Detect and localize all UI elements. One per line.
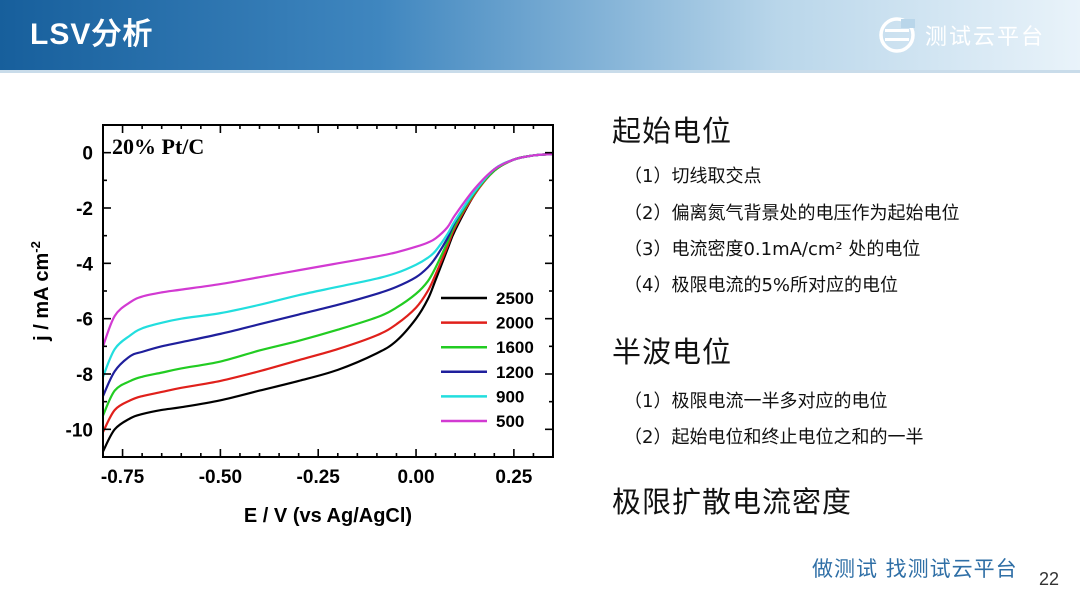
- x-tick-label: -0.75: [101, 467, 145, 488]
- y-axis-label: j / mA cm-2: [28, 241, 53, 342]
- x-tick-label: -0.50: [199, 467, 242, 488]
- legend-label-1600: 1600: [496, 338, 534, 357]
- y-axis-label-superscript: -2: [28, 241, 43, 253]
- header-divider: [0, 70, 1080, 73]
- series-line-2500: [102, 152, 554, 452]
- brand: 测试云平台: [877, 15, 1045, 55]
- y-tick-label: -4: [76, 254, 93, 275]
- y-axis-label-main: j / mA cm: [31, 253, 53, 342]
- series-line-2000: [102, 152, 554, 433]
- section-title-onset-potential: 起始电位: [612, 114, 733, 148]
- legend-label-900: 900: [496, 387, 524, 406]
- x-axis-label: E / V (vs Ag/AgCl): [244, 505, 412, 527]
- onset-item-1: （1）切线取交点: [624, 166, 762, 187]
- brand-logo-icon: [879, 17, 915, 53]
- page-number: 22: [1039, 569, 1060, 589]
- section-title-half-wave-potential: 半波电位: [612, 335, 733, 369]
- half-wave-item-2: （2）起始电位和终止电位之和的一半: [624, 427, 924, 448]
- section-title-limiting-diffusion-current: 极限扩散电流密度: [612, 485, 853, 519]
- y-tick-label: -2: [76, 199, 93, 220]
- onset-item-2: （2）偏离氮气背景处的电压作为起始电位: [624, 203, 960, 224]
- x-tick-label: 0.25: [495, 467, 532, 488]
- y-tick-label: -10: [66, 420, 93, 441]
- onset-item-3: （3）电流密度0.1mA/cm² 处的电位: [624, 239, 921, 260]
- x-tick-label: 0.00: [398, 467, 435, 488]
- lsv-chart: -0.75 -0.50 -0.25 0.00 0.25 0 -2 -4 -6 -8 -10 20% …: [0, 90, 580, 540]
- slide-title: LSV分析: [30, 18, 154, 51]
- y-tick-label: 0: [82, 144, 93, 165]
- legend-label-2500: 2500: [496, 289, 534, 308]
- legend-label-1200: 1200: [496, 363, 534, 382]
- y-tick-label: -6: [76, 310, 93, 331]
- footer-slogan: 做测试 找测试云平台: [812, 557, 1018, 581]
- series-line-1600: [101, 152, 554, 416]
- half-wave-item-1: （1）极限电流一半多对应的电位: [624, 391, 888, 412]
- header-bar: [0, 0, 1080, 70]
- x-tick-label: -0.25: [297, 467, 341, 488]
- onset-item-4: （4）极限电流的5%所对应的电位: [624, 275, 899, 296]
- lsv-chart-svg: -0.75 -0.50 -0.25 0.00 0.25 0 -2 -4 -6 -8 -10 20% …: [28, 124, 554, 527]
- chart-annotation: 20% Pt/C: [112, 134, 204, 159]
- chart-legend: 2500 2000 1600 1200 900 500: [441, 289, 534, 431]
- brand-name: 测试云平台: [925, 25, 1046, 50]
- y-tick-label: -8: [76, 365, 93, 386]
- series-line-500: [101, 152, 554, 347]
- legend-label-500: 500: [496, 412, 524, 431]
- series-line-1200: [101, 152, 554, 397]
- legend-label-2000: 2000: [496, 314, 534, 333]
